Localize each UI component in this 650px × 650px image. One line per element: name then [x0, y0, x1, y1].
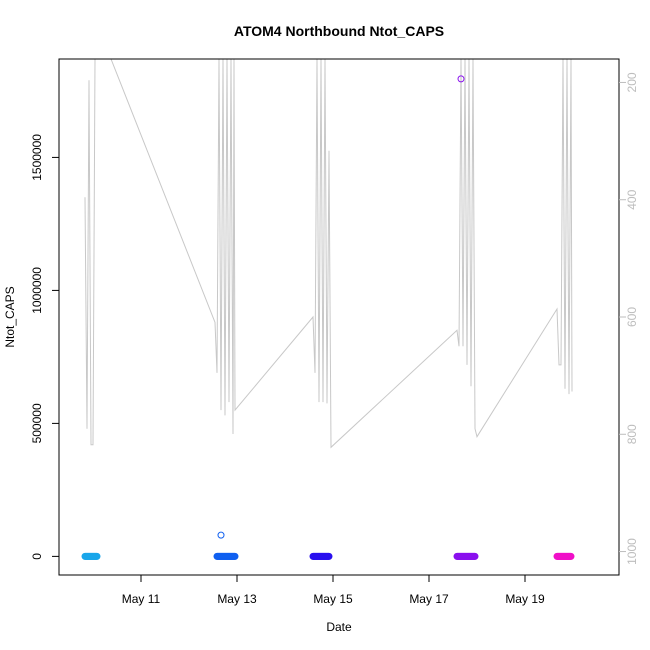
- y2-tick-label: 400: [625, 189, 639, 209]
- data-point: [93, 552, 101, 560]
- series-line: [84, 58, 573, 449]
- chart-title: ATOM4 Northbound Ntot_CAPS: [234, 23, 444, 39]
- data-point: [325, 552, 333, 560]
- data-point: [471, 552, 479, 560]
- y2-tick-label: 200: [625, 72, 639, 92]
- y-axis-label: Ntot_CAPS: [3, 286, 17, 347]
- x-tick-label: May 17: [409, 592, 449, 606]
- series-line-layer: [84, 58, 573, 449]
- point-cluster-3: [309, 552, 333, 560]
- points-layer: [81, 75, 575, 560]
- y2-tick-label: 600: [625, 307, 639, 327]
- point-cluster-5: [553, 552, 575, 560]
- x-tick-label: May 13: [217, 592, 257, 606]
- y2-tick-label: 1000: [625, 538, 639, 565]
- outlier-point: [457, 75, 465, 83]
- data-point: [567, 552, 575, 560]
- y2-tick-label: 800: [625, 424, 639, 444]
- data-point: [231, 552, 239, 560]
- x-axis: May 11 May 13 May 15 May 17 May 19: [122, 575, 545, 606]
- y-tick-label: 500000: [30, 403, 44, 443]
- y-tick-label: 0: [30, 553, 44, 560]
- x-axis-label: Date: [326, 620, 352, 634]
- x-tick-label: May 19: [505, 592, 545, 606]
- y-axis: 0 500000 1000000 1500000: [30, 134, 60, 560]
- y2-axis: 200 400 600 800 1000: [619, 72, 639, 565]
- point-cluster-1: [81, 552, 101, 560]
- y-tick-label: 1000000: [30, 267, 44, 314]
- point-cluster-2: [213, 552, 239, 560]
- point-cluster-4: [453, 552, 479, 560]
- y-tick-label: 1500000: [30, 134, 44, 181]
- x-tick-label: May 11: [122, 592, 161, 606]
- x-tick-label: May 15: [313, 592, 353, 606]
- outlier-point: [217, 531, 225, 539]
